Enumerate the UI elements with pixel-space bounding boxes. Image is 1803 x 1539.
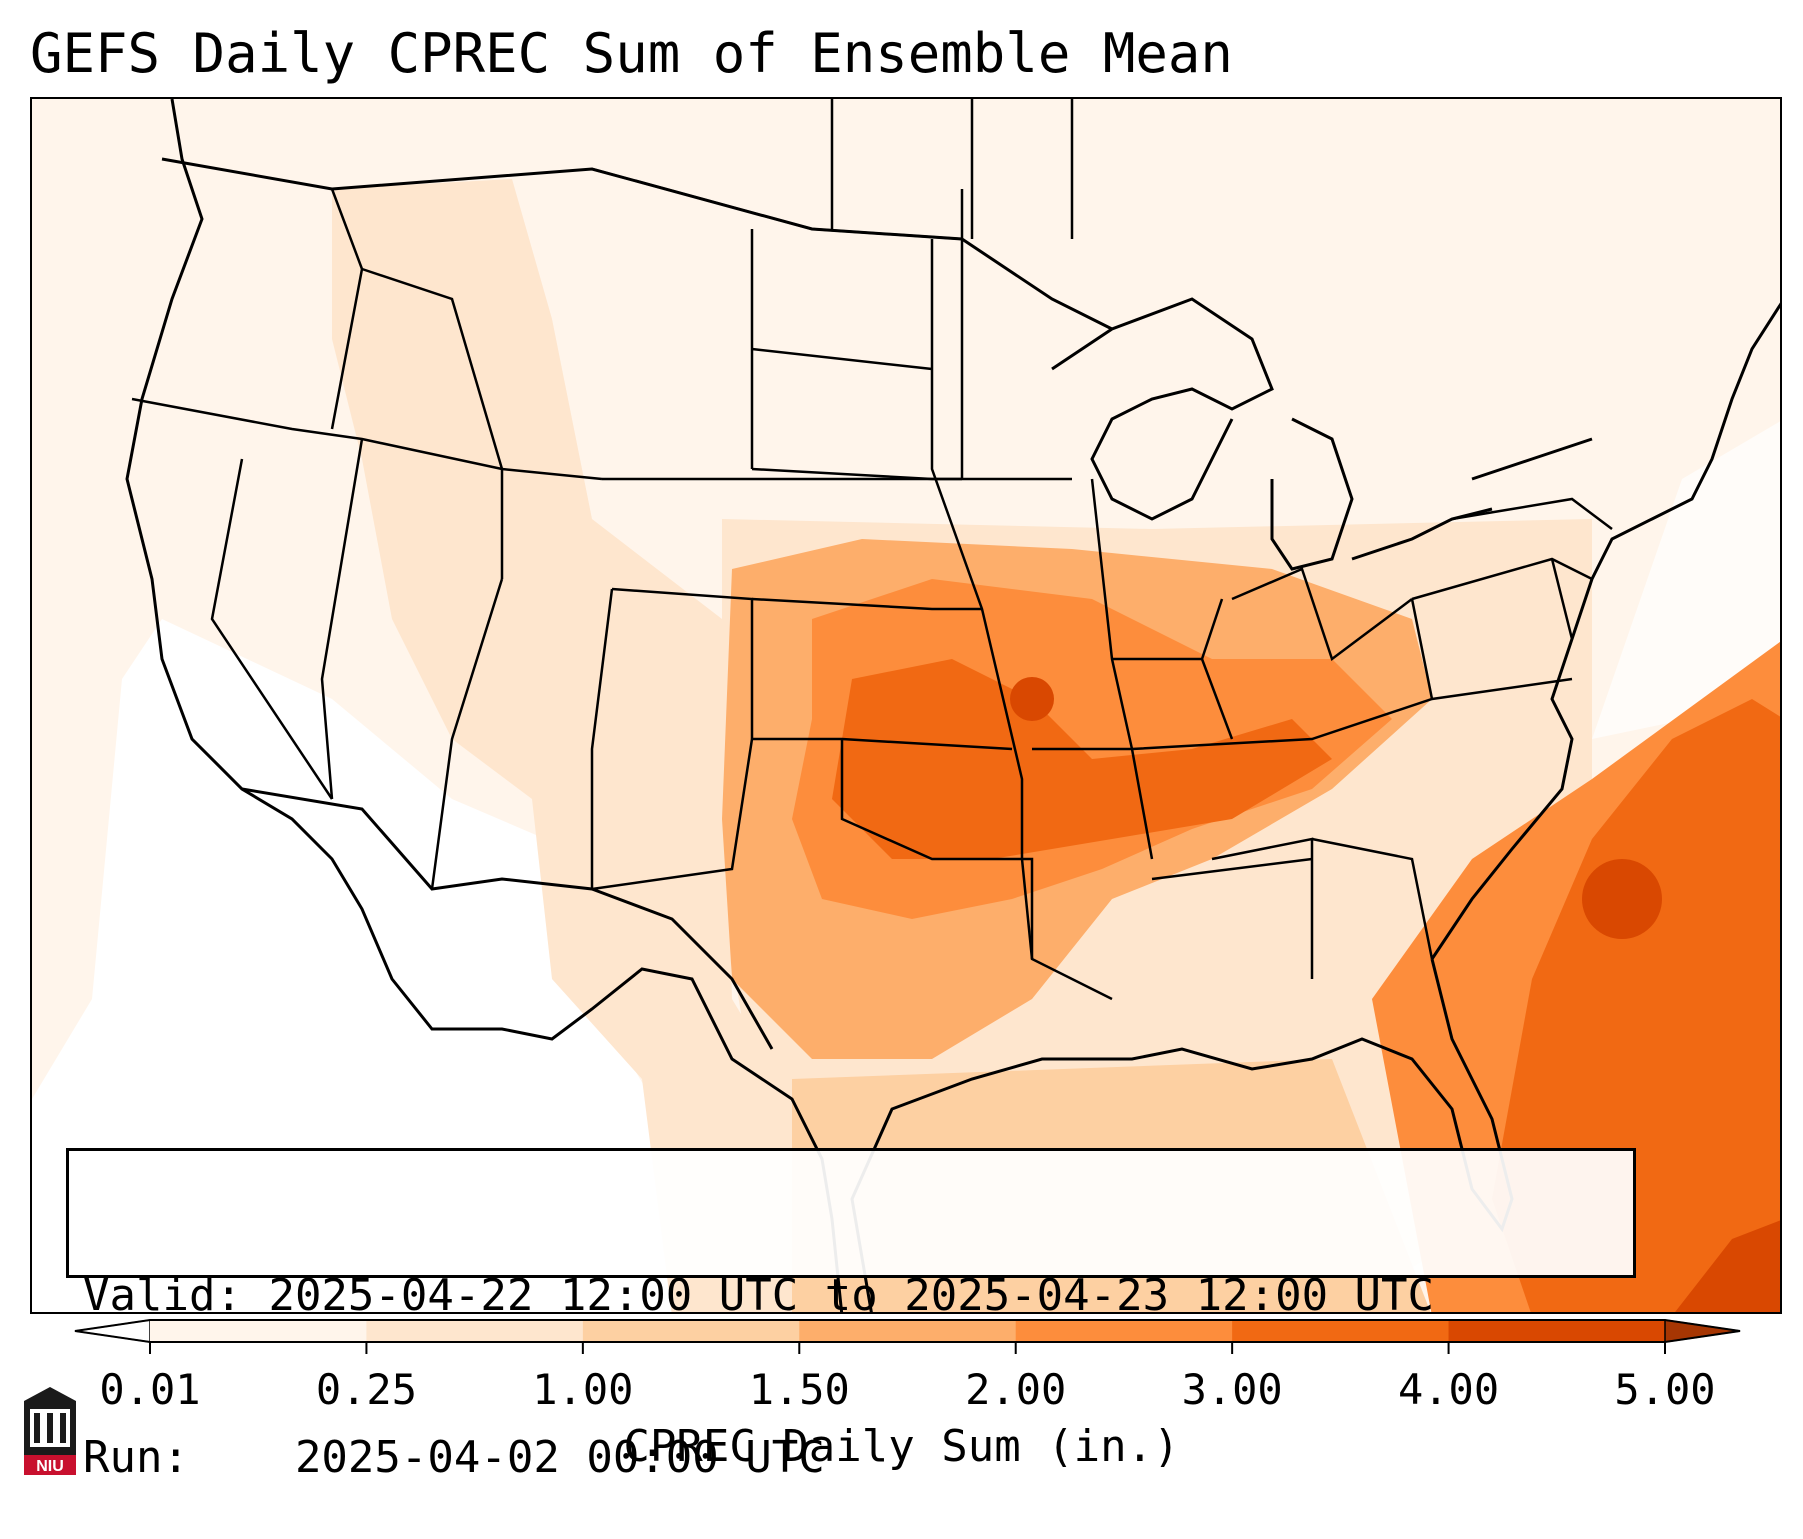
- colorbar: 0.01 0.25 1.00 1.50 2.00 3.00 4.00 5.00: [74, 1319, 1741, 1414]
- colorbar-extend-high: [1664, 1319, 1741, 1343]
- mexico-border: [241, 787, 774, 1050]
- colorbar-segment: [582, 1320, 800, 1342]
- colorbar-tick-label: 0.01: [99, 1365, 200, 1414]
- colorbar-segment: [150, 1320, 367, 1342]
- colorbar-segment: [366, 1320, 584, 1342]
- precip-map: [32, 99, 1780, 1312]
- colorbar-segments: [74, 1319, 1741, 1343]
- colorbar-segment: [799, 1320, 1017, 1342]
- dry-region-west: [32, 619, 672, 1312]
- colorbar-segment: [1448, 1320, 1666, 1342]
- valid-run-info-box: Valid: 2025-04-22 12:00 UTC to 2025-04-2…: [66, 1148, 1636, 1483]
- state-boundaries: [131, 99, 1613, 1001]
- niu-logo-text: NIU: [36, 1458, 64, 1475]
- great-lakes: [1051, 297, 1593, 571]
- valid-label: Valid:: [83, 1270, 242, 1321]
- valid-line: Valid: 2025-04-22 12:00 UTC to 2025-04-2…: [83, 1269, 1619, 1323]
- run-label: Run:: [83, 1432, 189, 1483]
- canada-border: [161, 157, 1113, 331]
- colorbar-tick-label: 2.00: [965, 1365, 1066, 1414]
- precip-max-atlantic: [1582, 859, 1662, 939]
- colorbar-tick-label: 0.25: [316, 1365, 417, 1414]
- us-coastline: [125, 99, 844, 1312]
- map-frame: [30, 97, 1782, 1314]
- run-value: 2025-04-02 00:00 UTC: [294, 1432, 825, 1483]
- precip-heavier-core: [832, 659, 1332, 859]
- colorbar-tick-label: 3.00: [1182, 1365, 1283, 1414]
- colorbar-segment: [1015, 1320, 1233, 1342]
- colorbar-segment: [1232, 1320, 1450, 1342]
- colorbar-tick-label: 1.50: [749, 1365, 850, 1414]
- colorbar-tick-label: 5.00: [1614, 1365, 1715, 1414]
- map-title: GEFS Daily CPREC Sum of Ensemble Mean: [30, 22, 1233, 85]
- niu-logo: NIU: [24, 1387, 76, 1475]
- precip-max-caribbean: [1675, 1220, 1780, 1312]
- run-line: Run: 2025-04-02 00:00 UTC: [83, 1431, 1619, 1485]
- colorbar-tick-label: 4.00: [1398, 1365, 1499, 1414]
- precip-max-midwest: [1010, 677, 1054, 721]
- valid-value: 2025-04-22 12:00 UTC to 2025-04-23 12:00…: [268, 1270, 1435, 1321]
- colorbar-label: CPREC Daily Sum (in.): [623, 1421, 1180, 1472]
- dry-region-ne: [1592, 421, 1780, 739]
- colorbar-ticks: 0.01 0.25 1.00 1.50 2.00 3.00 4.00 5.00: [99, 1342, 1716, 1414]
- colorbar-extend-low: [74, 1319, 151, 1343]
- precip-light-plains: [332, 179, 792, 1312]
- colorbar-tick-label: 1.00: [532, 1365, 633, 1414]
